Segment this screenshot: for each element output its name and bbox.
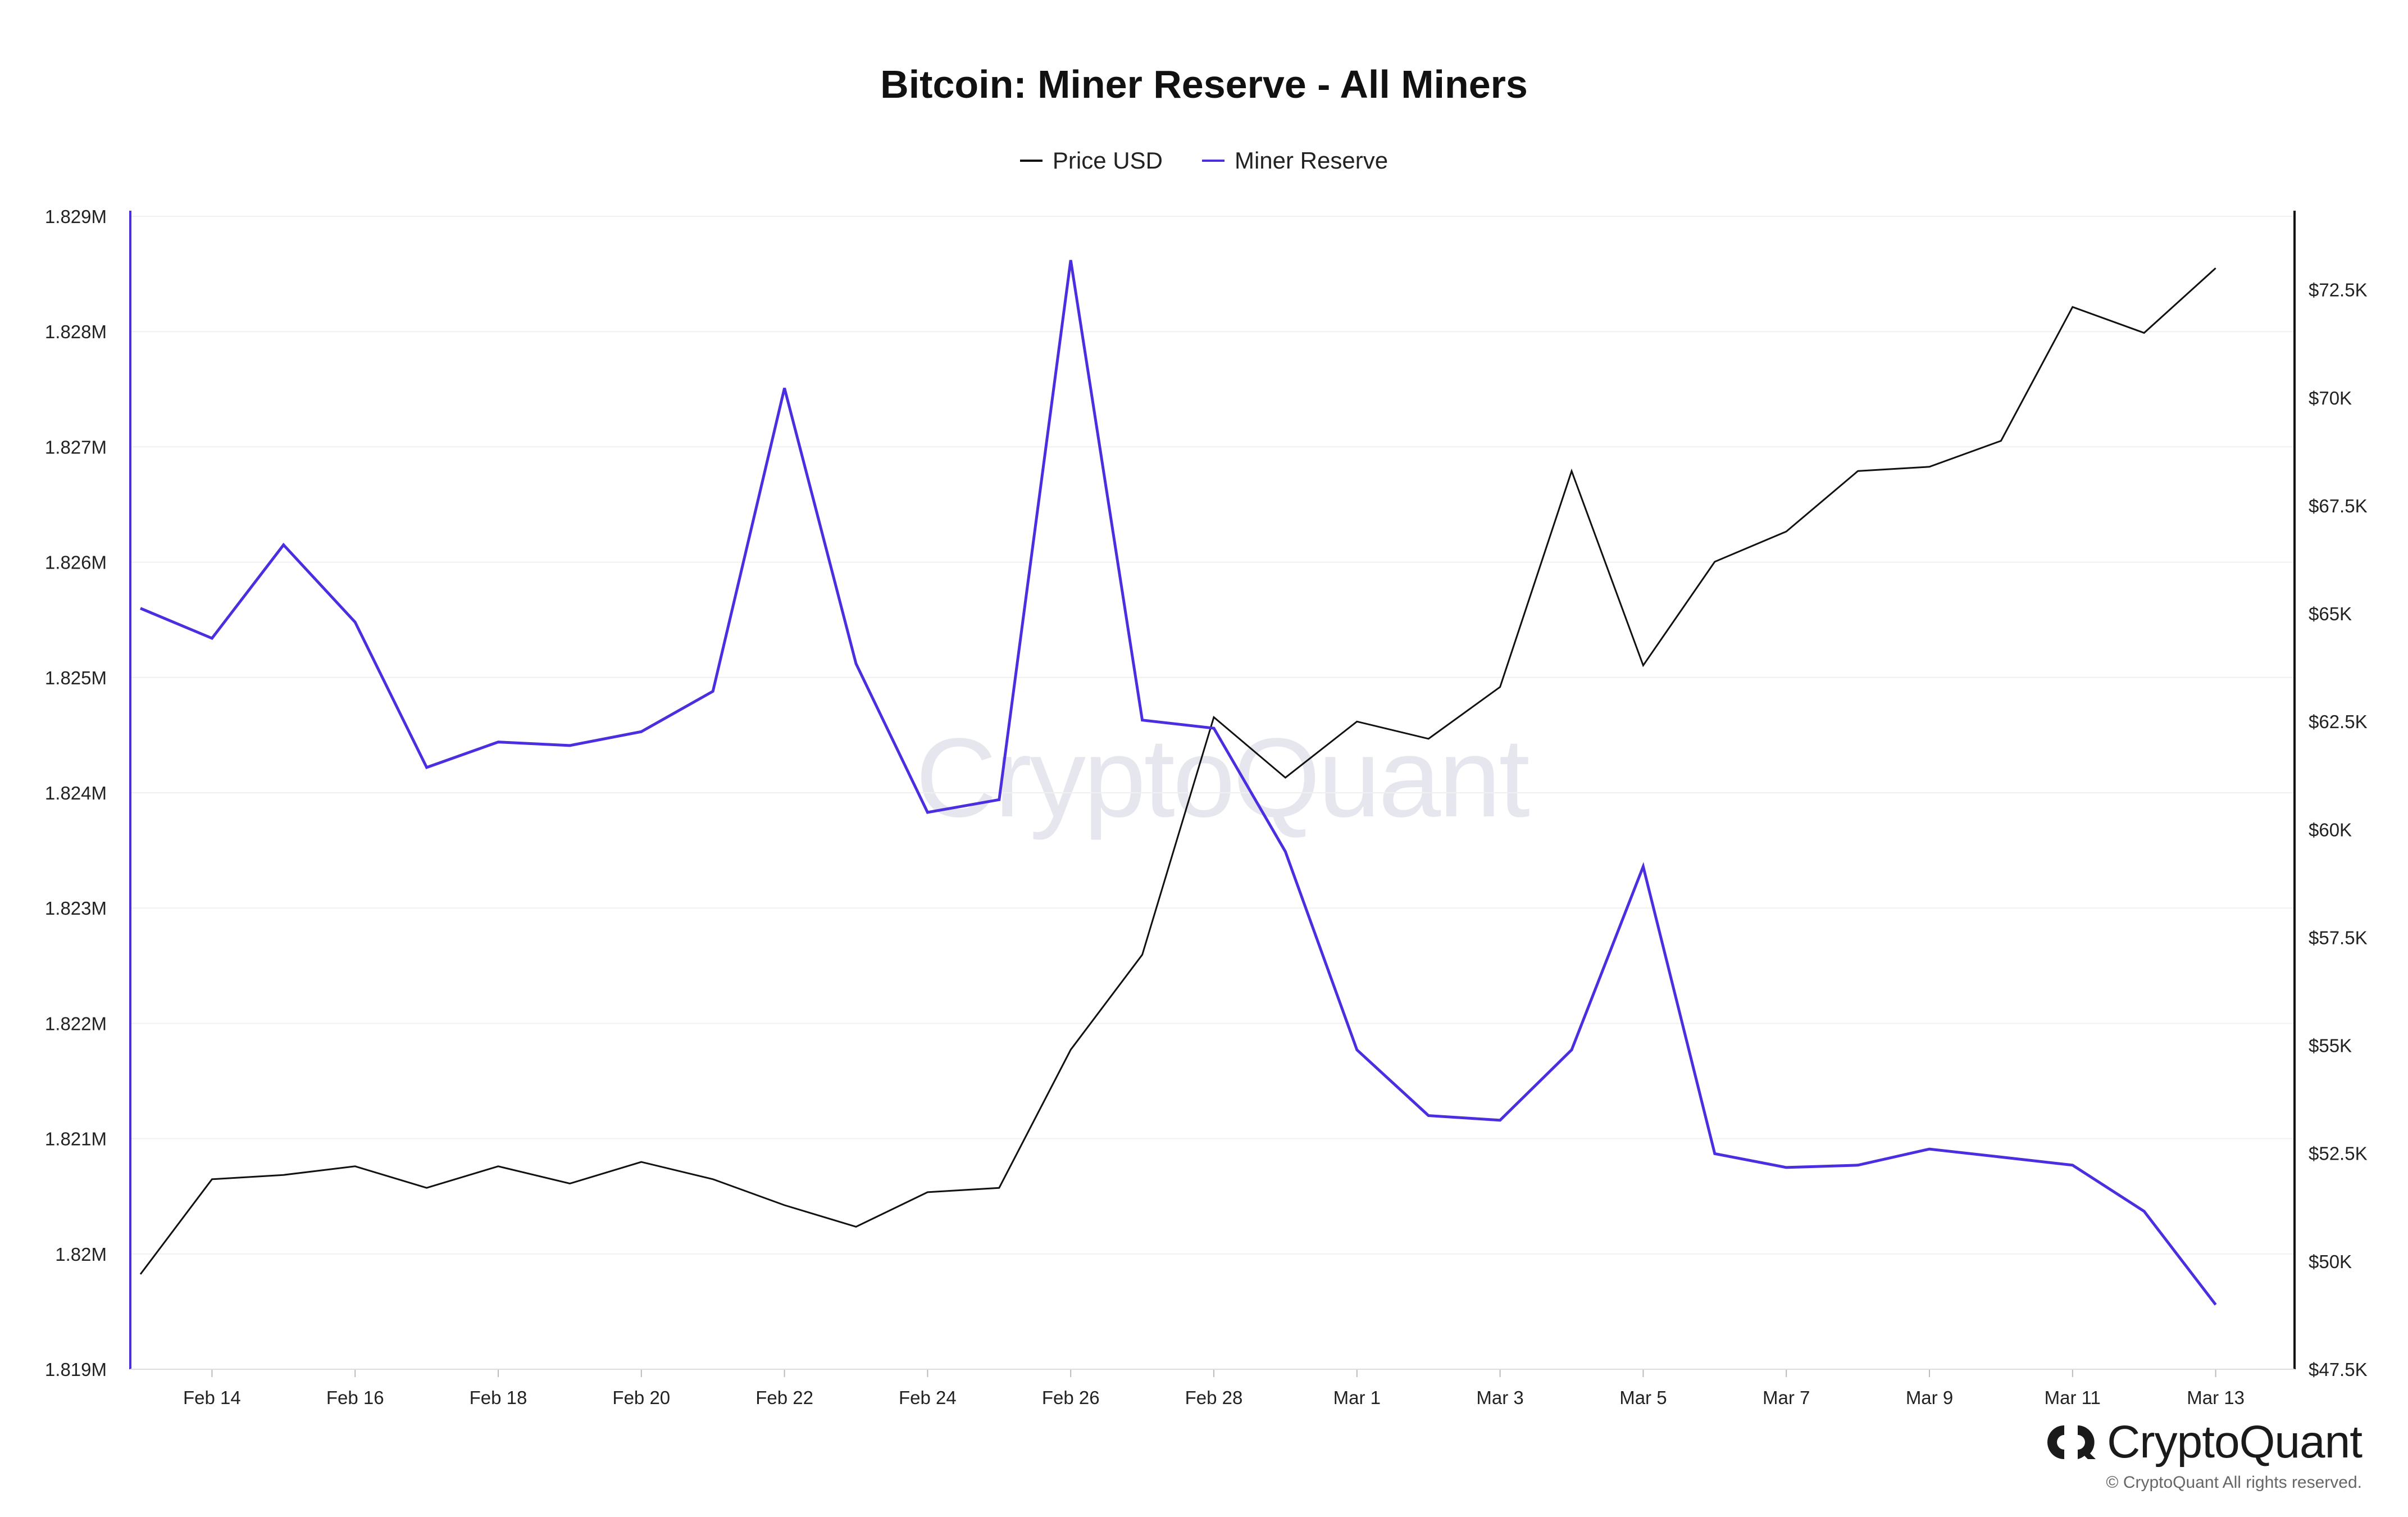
- series-line-price-usd: [139, 267, 2216, 1275]
- y-left-tick-label: 1.826M: [45, 552, 107, 573]
- y-right-tick-label: $57.5K: [2309, 927, 2368, 948]
- y-right-tick-label: $47.5K: [2309, 1359, 2368, 1380]
- y-left-tick-label: 1.827M: [45, 437, 107, 457]
- y-right-tick-label: $62.5K: [2309, 711, 2368, 732]
- y-left-tick-label: 1.824M: [45, 783, 107, 803]
- labels-layer: 1.829M 1.828M 1.827M 1.826M 1.825M 1.824M 1.82…: [45, 206, 2368, 1408]
- y-left-tick-label: 1.82M: [55, 1244, 107, 1265]
- y-right-tick-label: $67.5K: [2309, 496, 2368, 516]
- legend-item-reserve[interactable]: Miner Reserve: [1201, 147, 1389, 174]
- x-tick-label: Mar 13: [2187, 1387, 2245, 1408]
- y-left-tick-label: 1.821M: [45, 1129, 107, 1150]
- x-tick-label: Mar 7: [1763, 1387, 1810, 1408]
- x-tick-label: Feb 24: [899, 1387, 957, 1408]
- x-tick-label: Feb 18: [470, 1387, 527, 1408]
- y-right-tick-label: $50K: [2309, 1251, 2352, 1272]
- legend-label-price: Price USD: [1052, 147, 1163, 174]
- series-layer: [139, 260, 2217, 1306]
- copyright: © CryptoQuant All rights reserved.: [2106, 1473, 2362, 1492]
- x-tick-label: Mar 11: [2045, 1387, 2101, 1408]
- y-left-tick-label: 1.822M: [45, 1013, 107, 1034]
- x-tick-label: Mar 5: [1619, 1387, 1667, 1408]
- y-right-tick-label: $65K: [2309, 603, 2352, 624]
- legend-item-price[interactable]: Price USD: [1019, 147, 1163, 174]
- legend-swatch-price: [1019, 160, 1043, 162]
- cryptoquant-logo-icon: [2047, 1425, 2096, 1459]
- legend: Price USD Miner Reserve: [0, 147, 2408, 174]
- y-left-tick-label: 1.825M: [45, 667, 107, 688]
- y-right-tick-label: $70K: [2309, 388, 2352, 408]
- axes-layer: [129, 211, 2296, 1377]
- y-left-tick-label: 1.828M: [45, 321, 107, 342]
- x-tick-label: Mar 3: [1476, 1387, 1523, 1408]
- legend-swatch-reserve: [1201, 160, 1225, 162]
- brand-name: CryptoQuant: [2107, 1416, 2363, 1468]
- x-tick-label: Mar 1: [1333, 1387, 1381, 1408]
- y-left-tick-label: 1.823M: [45, 898, 107, 919]
- y-left-tick-label: 1.819M: [45, 1359, 107, 1380]
- brand: CryptoQuant: [2046, 1416, 2363, 1469]
- legend-label-reserve: Miner Reserve: [1234, 147, 1389, 174]
- x-tick-label: Mar 9: [1906, 1387, 1953, 1408]
- y-right-tick-label: $60K: [2309, 819, 2352, 840]
- y-right-tick-label: $55K: [2309, 1035, 2352, 1056]
- chart-title: Bitcoin: Miner Reserve - All Miners: [880, 62, 1528, 106]
- grid-layer: [130, 216, 2295, 1370]
- x-tick-label: Feb 26: [1042, 1387, 1100, 1408]
- y-left-tick-label: 1.829M: [45, 206, 107, 227]
- x-tick-label: Feb 28: [1185, 1387, 1243, 1408]
- x-tick-label: Feb 14: [183, 1387, 241, 1408]
- x-tick-label: Feb 16: [326, 1387, 384, 1408]
- x-tick-label: Feb 22: [755, 1387, 813, 1408]
- y-right-tick-label: $72.5K: [2309, 280, 2368, 301]
- x-tick-label: Feb 20: [612, 1387, 670, 1408]
- series-line-miner-reserve: [140, 260, 2217, 1306]
- y-right-tick-label: $52.5K: [2309, 1143, 2368, 1164]
